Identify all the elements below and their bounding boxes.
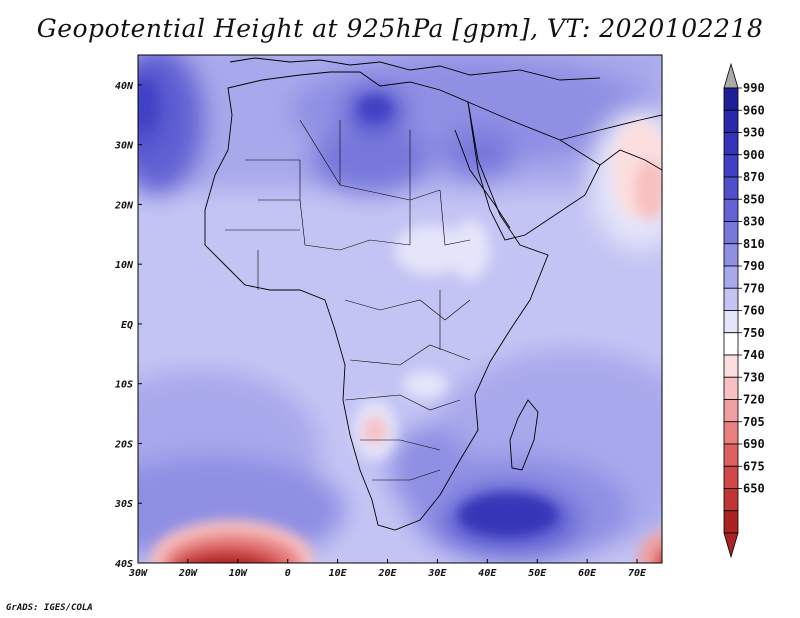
colorbar-label: 760 xyxy=(743,304,765,318)
lon-tick-label: 30E xyxy=(427,568,447,579)
colorbar-swatch xyxy=(723,109,739,133)
lon-tick-label: 10W xyxy=(229,568,248,579)
lat-tick-label: 40N xyxy=(115,81,134,92)
colorbar-label: 960 xyxy=(743,103,765,117)
colorbar-swatch xyxy=(723,176,739,200)
colorbar-label: 675 xyxy=(743,459,765,473)
lon-tick-label: 10E xyxy=(329,568,348,579)
colorbar-top-arrow xyxy=(723,62,739,89)
colorbar-swatch xyxy=(723,421,739,445)
colorbar-swatch xyxy=(723,198,739,222)
colorbar-swatch xyxy=(723,154,739,178)
colorbar-swatch xyxy=(723,265,739,289)
colorbar-swatch xyxy=(723,465,739,489)
lon-tick-label: 60E xyxy=(578,568,597,579)
lat-tick-label: 30N xyxy=(114,141,134,152)
colorbar-label: 900 xyxy=(743,148,765,162)
colorbar-swatch xyxy=(723,221,739,245)
colorbar-label: 810 xyxy=(743,237,765,251)
lat-tick-label: 20S xyxy=(114,439,133,450)
colorbar-swatch xyxy=(723,443,739,467)
latitude-axis: 40N 30N 20N 10N EQ 10S 20S 30S 40S xyxy=(114,81,142,570)
colorbar-label: 750 xyxy=(743,326,765,340)
lat-tick-label: 10S xyxy=(115,380,133,391)
colorbar-label: 705 xyxy=(743,415,765,429)
colorbar-swatch xyxy=(723,243,739,267)
lat-tick-label: 10N xyxy=(115,260,134,271)
colorbar-label: 770 xyxy=(743,281,765,295)
lon-tick-label: 70E xyxy=(628,568,647,579)
lat-tick-label: 20N xyxy=(114,200,134,211)
lat-tick-label: EQ xyxy=(121,320,133,331)
coastlines xyxy=(204,57,662,531)
colorbar-swatch xyxy=(723,310,739,334)
colorbar-label: 870 xyxy=(743,170,765,184)
colorbar-bottom-arrow xyxy=(723,532,739,559)
colorbar-label: 740 xyxy=(743,348,765,362)
map-title: Geopotential Height at 925hPa [gpm], VT:… xyxy=(36,14,764,43)
colorbar-swatch xyxy=(723,354,739,378)
colorbar-swatch xyxy=(723,488,739,512)
colorbar-label: 730 xyxy=(743,370,765,384)
colorbar-label: 990 xyxy=(743,81,765,95)
longitude-axis: 30W 20W 10W 0 10E 20E 30E 40E 50E 60E 70E xyxy=(128,559,647,579)
colorbar-label: 850 xyxy=(743,192,765,206)
colorbar-swatch xyxy=(723,376,739,400)
lat-tick-label: 30S xyxy=(114,499,133,510)
colorbar-swatch xyxy=(723,510,739,534)
colorbar-swatch xyxy=(723,132,739,156)
colorbar-label: 650 xyxy=(743,482,765,496)
lon-tick-label: 40E xyxy=(478,568,497,579)
height-field xyxy=(138,55,662,563)
map-frame xyxy=(137,54,663,564)
lon-tick-label: 50E xyxy=(528,568,547,579)
country-borders xyxy=(225,119,471,481)
colorbar-swatch xyxy=(723,87,739,111)
colorbar-swatch xyxy=(723,399,739,423)
lat-tick-label: 40S xyxy=(115,559,133,570)
lon-tick-label: 30W xyxy=(128,568,148,579)
lon-tick-label: 0 xyxy=(285,568,291,579)
colorbar-label: 690 xyxy=(743,437,765,451)
colorbar-label: 720 xyxy=(743,393,765,407)
colorbar-swatch xyxy=(723,287,739,311)
colorbar-label: 790 xyxy=(743,259,765,273)
colorbar-label: 830 xyxy=(743,215,765,229)
colorbar-swatch xyxy=(723,332,739,356)
lon-tick-label: 20W xyxy=(178,568,198,579)
colorbar-label: 930 xyxy=(743,126,765,140)
colorbar: 990 960 930 900 870 850 830 810 790 770 760 750 740 7… xyxy=(723,62,765,559)
lon-tick-label: 20E xyxy=(377,568,397,579)
grads-credit: GrADS: IGES/COLA xyxy=(6,603,93,613)
